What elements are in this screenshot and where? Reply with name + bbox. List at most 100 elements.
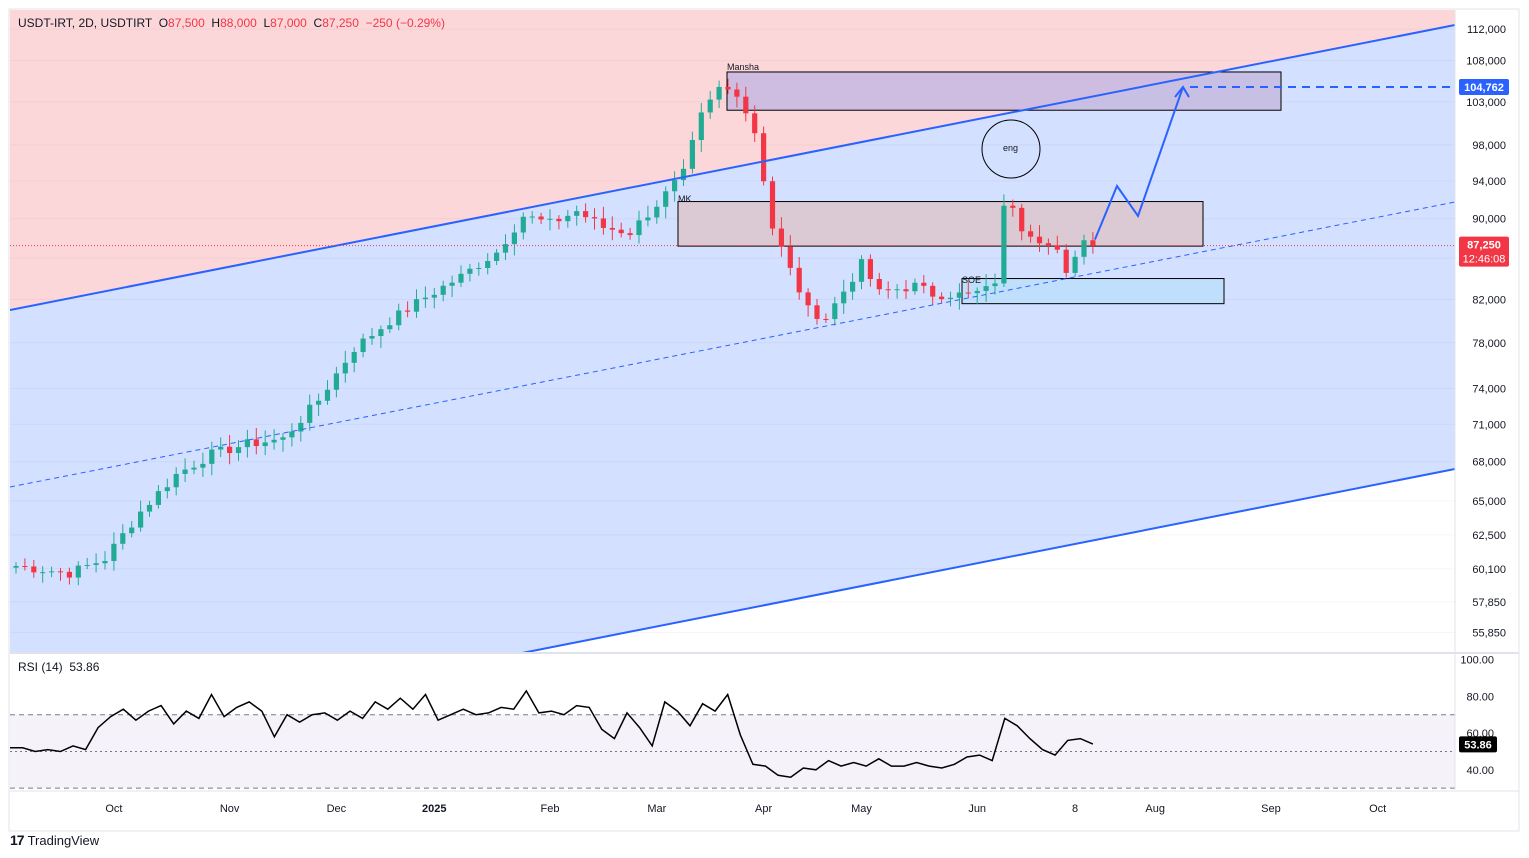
candle[interactable] (209, 441, 215, 476)
candle[interactable] (1063, 244, 1069, 278)
candle[interactable] (974, 287, 980, 304)
candle[interactable] (796, 256, 802, 300)
candle[interactable] (983, 274, 989, 302)
channel-median-line[interactable] (10, 201, 1455, 488)
eng-circle[interactable] (981, 119, 1041, 179)
candle[interactable] (351, 347, 357, 373)
candle[interactable] (1019, 203, 1025, 241)
candle[interactable] (31, 559, 37, 578)
candle[interactable] (867, 254, 873, 287)
candle[interactable] (547, 209, 553, 231)
candle[interactable] (502, 234, 509, 261)
candle[interactable] (289, 423, 295, 447)
candle[interactable] (138, 500, 144, 532)
tradingview-logo[interactable]: 17 TradingView (10, 832, 99, 848)
candle[interactable] (1072, 250, 1078, 277)
candle[interactable] (93, 553, 99, 573)
candle[interactable] (725, 78, 731, 95)
candle[interactable] (369, 328, 375, 345)
candle[interactable] (316, 393, 322, 416)
candle[interactable] (716, 80, 722, 108)
candle[interactable] (173, 467, 179, 496)
candle[interactable] (636, 210, 642, 244)
candle[interactable] (538, 212, 544, 225)
candle[interactable] (689, 131, 695, 174)
candle[interactable] (894, 283, 900, 299)
candle[interactable] (467, 263, 473, 282)
candle[interactable] (752, 105, 758, 143)
candle[interactable] (600, 206, 606, 235)
candle[interactable] (965, 281, 971, 299)
candle[interactable] (431, 287, 437, 309)
candle[interactable] (947, 291, 954, 307)
candle[interactable] (422, 286, 428, 308)
zone-mansha[interactable] (726, 71, 1282, 111)
candle[interactable] (609, 216, 615, 241)
candle[interactable] (663, 186, 669, 219)
candle[interactable] (734, 82, 740, 108)
candle[interactable] (146, 500, 153, 517)
candle[interactable] (494, 248, 500, 266)
candle[interactable] (654, 200, 660, 224)
candle[interactable] (858, 255, 865, 290)
last-price-badge[interactable]: 87,250 12:46:08 (1459, 236, 1509, 267)
candle[interactable] (769, 176, 776, 236)
candle[interactable] (333, 366, 339, 398)
candle[interactable] (235, 440, 242, 461)
candle[interactable] (485, 253, 491, 275)
rsi-value-badge[interactable]: 53.86 (1459, 736, 1497, 753)
candle[interactable] (672, 171, 678, 202)
candle[interactable] (1045, 238, 1051, 255)
candle[interactable] (761, 126, 767, 186)
candle[interactable] (182, 458, 188, 483)
zone-mk[interactable] (677, 201, 1204, 247)
candle[interactable] (129, 520, 135, 538)
candle[interactable] (520, 212, 526, 240)
rsi-line[interactable] (10, 689, 1094, 778)
candle[interactable] (992, 273, 998, 295)
candle[interactable] (574, 205, 580, 226)
candle[interactable] (1028, 224, 1034, 243)
candle[interactable] (200, 452, 206, 477)
candle[interactable] (841, 279, 847, 314)
candle[interactable] (155, 485, 161, 509)
candle[interactable] (778, 217, 784, 257)
candle[interactable] (956, 283, 962, 310)
candle[interactable] (583, 203, 589, 223)
candle[interactable] (591, 208, 598, 230)
candle[interactable] (529, 211, 535, 224)
candle[interactable] (75, 561, 81, 586)
candle[interactable] (823, 313, 829, 323)
candle[interactable] (120, 524, 126, 550)
candle[interactable] (876, 272, 882, 295)
candle[interactable] (565, 209, 571, 228)
candle[interactable] (280, 433, 286, 452)
candle[interactable] (1081, 234, 1087, 265)
candle[interactable] (1010, 199, 1016, 217)
candle[interactable] (627, 227, 633, 240)
candle[interactable] (227, 434, 233, 465)
candle[interactable] (378, 325, 384, 348)
candle[interactable] (102, 551, 108, 570)
channel-upper-line[interactable] (10, 24, 1455, 311)
candle[interactable] (698, 102, 704, 152)
candle[interactable] (440, 280, 446, 302)
candle[interactable] (680, 159, 687, 186)
candle[interactable] (13, 562, 19, 574)
candle[interactable] (387, 317, 393, 333)
candle[interactable] (405, 301, 411, 318)
candle[interactable] (1001, 194, 1007, 288)
candle[interactable] (396, 303, 402, 331)
candle[interactable] (22, 558, 28, 571)
candle[interactable] (787, 235, 793, 276)
candle[interactable] (912, 278, 918, 295)
candle[interactable] (850, 273, 856, 300)
candle[interactable] (49, 566, 55, 578)
candle[interactable] (324, 380, 331, 405)
candle[interactable] (921, 275, 927, 294)
candle[interactable] (262, 430, 268, 456)
channel-lower-line[interactable] (10, 468, 1455, 754)
candle[interactable] (1054, 235, 1060, 254)
candle[interactable] (271, 429, 277, 450)
